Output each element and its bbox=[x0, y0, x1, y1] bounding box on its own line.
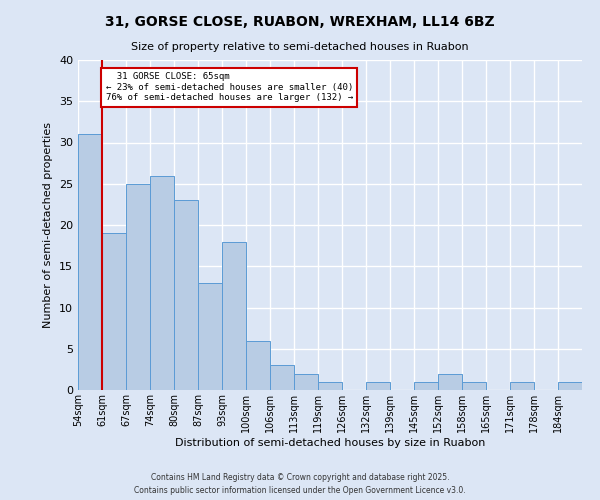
Bar bbox=[126, 184, 150, 390]
Bar bbox=[150, 176, 174, 390]
Text: 31 GORSE CLOSE: 65sqm
← 23% of semi-detached houses are smaller (40)
76% of semi: 31 GORSE CLOSE: 65sqm ← 23% of semi-deta… bbox=[106, 72, 353, 102]
Bar bbox=[78, 134, 102, 390]
Bar bbox=[438, 374, 462, 390]
Y-axis label: Number of semi-detached properties: Number of semi-detached properties bbox=[43, 122, 53, 328]
Bar bbox=[558, 382, 582, 390]
Bar bbox=[510, 382, 534, 390]
Bar bbox=[414, 382, 438, 390]
X-axis label: Distribution of semi-detached houses by size in Ruabon: Distribution of semi-detached houses by … bbox=[175, 438, 485, 448]
Bar bbox=[246, 340, 270, 390]
Bar bbox=[102, 233, 126, 390]
Text: Contains HM Land Registry data © Crown copyright and database right 2025.
Contai: Contains HM Land Registry data © Crown c… bbox=[134, 474, 466, 495]
Bar bbox=[318, 382, 342, 390]
Bar bbox=[198, 283, 222, 390]
Bar bbox=[294, 374, 318, 390]
Bar bbox=[366, 382, 390, 390]
Bar bbox=[174, 200, 198, 390]
Bar bbox=[462, 382, 486, 390]
Bar bbox=[270, 365, 294, 390]
Bar bbox=[222, 242, 246, 390]
Text: Size of property relative to semi-detached houses in Ruabon: Size of property relative to semi-detach… bbox=[131, 42, 469, 52]
Text: 31, GORSE CLOSE, RUABON, WREXHAM, LL14 6BZ: 31, GORSE CLOSE, RUABON, WREXHAM, LL14 6… bbox=[105, 15, 495, 29]
